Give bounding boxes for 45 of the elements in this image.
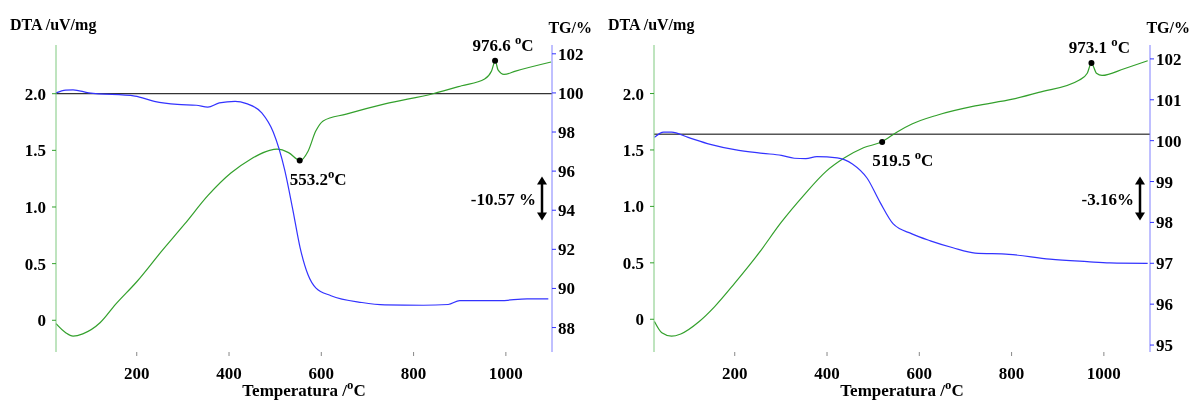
y2-axis-title: TG/% bbox=[1146, 19, 1190, 36]
y-tick-label: 1.5 bbox=[622, 140, 644, 160]
y2-tick-label: 92 bbox=[558, 240, 575, 260]
annotation: 976.6 $^{o}$C bbox=[472, 32, 534, 55]
y2-tick-label: 95 bbox=[1156, 336, 1173, 356]
y2-tick-label: 100 bbox=[1156, 131, 1182, 151]
annotation: -10.57 % bbox=[470, 189, 536, 209]
y-tick-label: 0 bbox=[37, 311, 46, 331]
y2-tick-label: 101 bbox=[1156, 90, 1182, 110]
x-tick-label: 1000 bbox=[488, 364, 523, 383]
x-tick-label: 400 bbox=[216, 364, 242, 383]
y-tick-label: 1.0 bbox=[24, 198, 46, 217]
y2-tick-label: 97 bbox=[1156, 254, 1174, 274]
x-tick-label: 200 bbox=[123, 364, 150, 383]
y-axis-title: DTA /uV/mg bbox=[10, 16, 97, 34]
x-tick-label: 400 bbox=[814, 364, 840, 383]
annotation: 519.5 $^{o}$C bbox=[872, 148, 934, 171]
y-tick-label: 0.5 bbox=[24, 254, 46, 274]
x-tick-label: 800 bbox=[400, 364, 427, 383]
x-tick-label: 200 bbox=[721, 364, 748, 383]
y2-tick-label: 102 bbox=[1156, 49, 1182, 69]
y2-tick-label: 99 bbox=[1156, 172, 1173, 192]
y2-tick-label: 98 bbox=[558, 123, 575, 143]
annotation: 553.2$^{o}$C bbox=[289, 166, 347, 189]
annotation: 973.1 $^{o}$C bbox=[1068, 35, 1131, 58]
line-series bbox=[55, 89, 549, 306]
y-tick-label: 1.0 bbox=[622, 197, 644, 217]
y-axis-title: DTA /uV/mg bbox=[608, 16, 695, 34]
y-tick-label: 2.0 bbox=[622, 84, 644, 104]
y2-tick-label: 90 bbox=[558, 279, 575, 299]
annotation: -3.16% bbox=[1081, 189, 1134, 209]
x-tick-label: 1000 bbox=[1086, 364, 1121, 383]
y2-axis-title: TG/% bbox=[548, 19, 592, 36]
y2-tick-label: 102 bbox=[558, 44, 584, 64]
x-tick-label: 800 bbox=[998, 364, 1025, 383]
y-tick-label: 2.0 bbox=[24, 84, 46, 104]
y2-tick-label: 96 bbox=[558, 162, 575, 182]
y2-tick-label: 100 bbox=[558, 83, 584, 103]
y-tick-label: 0.5 bbox=[622, 253, 644, 273]
y2-tick-label: 98 bbox=[1156, 213, 1173, 233]
y2-tick-label: 88 bbox=[558, 318, 575, 338]
y2-tick-label: 94 bbox=[558, 201, 576, 221]
y-tick-label: 1.5 bbox=[24, 141, 46, 161]
y2-tick-label: 96 bbox=[1156, 295, 1173, 315]
y-tick-label: 0 bbox=[635, 310, 644, 330]
